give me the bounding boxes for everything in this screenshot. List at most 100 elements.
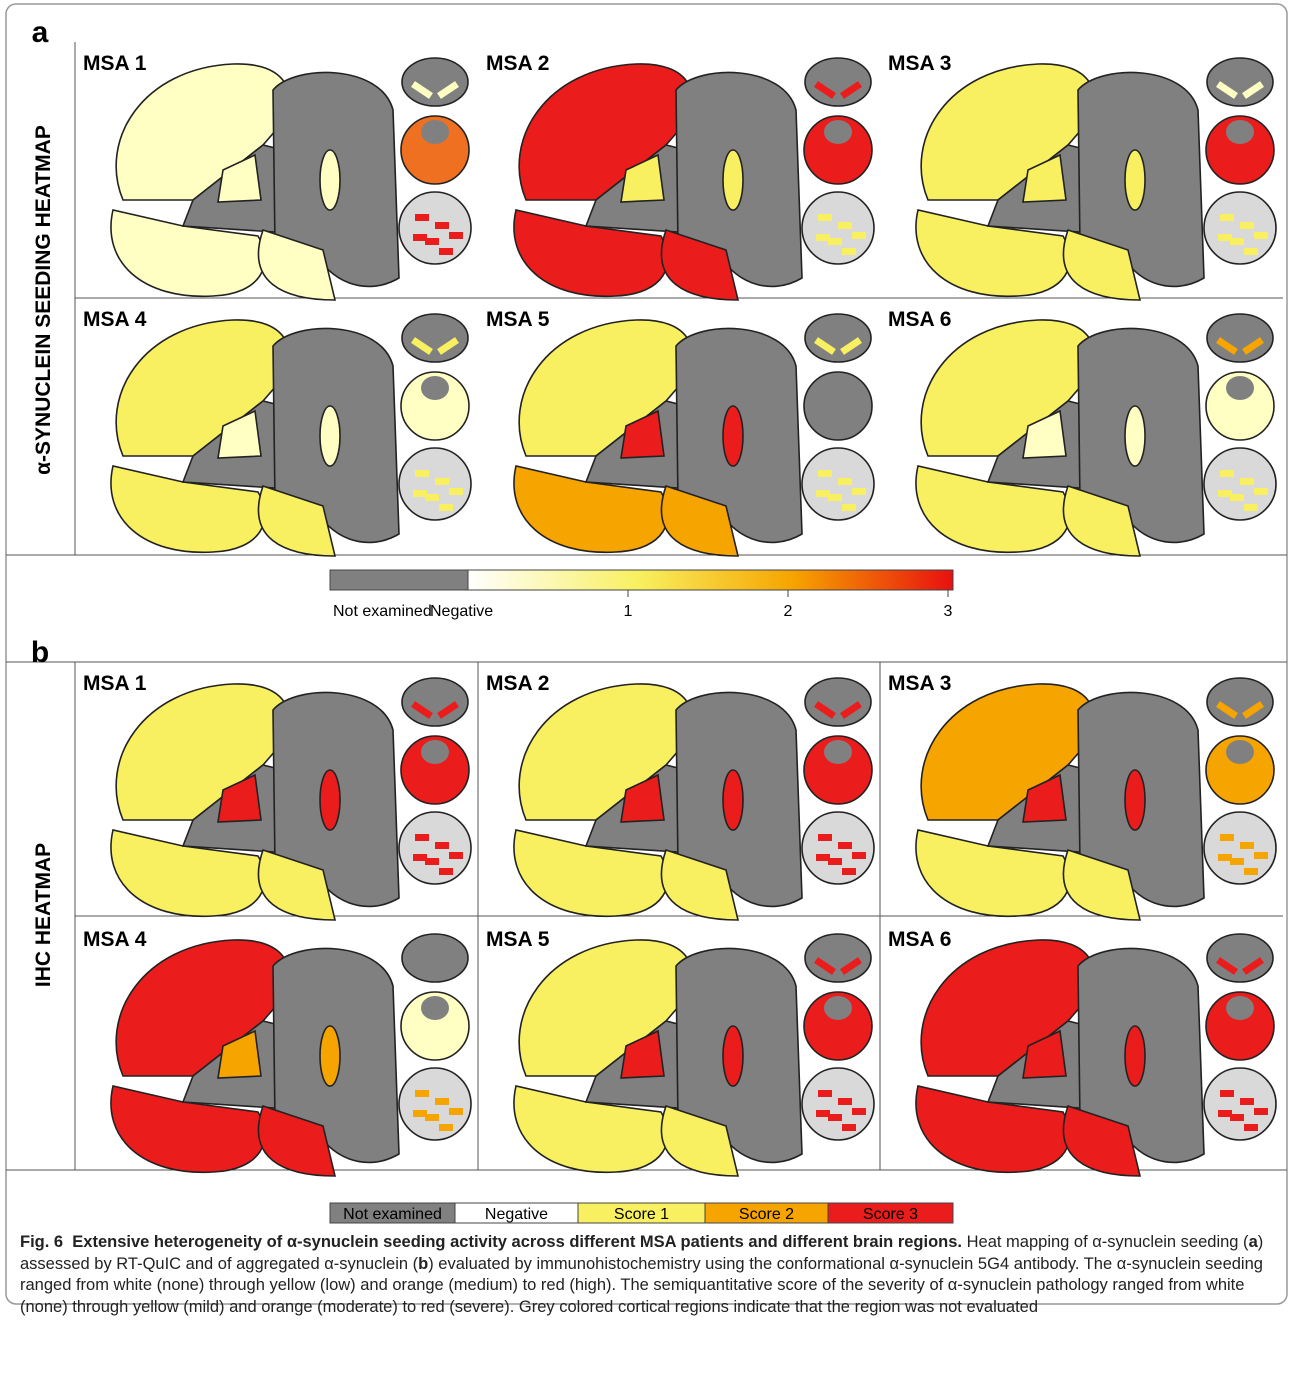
brain-region [1062, 848, 1142, 921]
panel-label: a [32, 16, 49, 49]
cerebellum-region [415, 214, 429, 221]
brain-region [1022, 153, 1067, 203]
cerebellum-region [1230, 858, 1244, 865]
cerebellum-region [1254, 852, 1268, 859]
colorbar-tick-label: 2 [784, 603, 793, 620]
panel-label: b [31, 636, 49, 669]
brainstem [804, 677, 872, 727]
cerebellum-region [425, 858, 439, 865]
colorbar-tick-label: 3 [944, 603, 953, 620]
pons [1205, 735, 1275, 805]
brain-region [1124, 769, 1146, 831]
cell-title: MSA 5 [486, 928, 550, 951]
cerebellum-region [1244, 1124, 1258, 1131]
colorbar-label: Negative [485, 1206, 548, 1223]
cerebellum-region [818, 214, 832, 221]
cell-title: MSA 4 [83, 308, 147, 331]
brain-sections [110, 57, 472, 301]
cerebellum-region [1220, 214, 1234, 221]
brainstem-band [814, 957, 862, 975]
colorbar-segment [827, 1202, 954, 1224]
cerebellum-region [838, 478, 852, 485]
colorbar-segment [329, 569, 469, 591]
brainstem [1206, 933, 1274, 983]
cerebellum-region [828, 1114, 842, 1121]
cerebellum-region [1218, 854, 1232, 861]
brain-sections [110, 313, 472, 557]
cerebellum-region [828, 494, 842, 501]
cerebellum-region [439, 868, 453, 875]
caption-text: Heat mapping of α-synuclein seeding ( [966, 1233, 1249, 1251]
cerebellum-region [828, 858, 842, 865]
brainstem [1206, 57, 1274, 107]
cerebellum-region [1220, 834, 1234, 841]
colorbar-tick-label: 1 [624, 603, 633, 620]
brainstem-band [411, 701, 459, 719]
brainstem [804, 933, 872, 983]
colorbar-label: Score 2 [739, 1206, 794, 1223]
brain-region [1124, 1025, 1146, 1087]
brainstem-band [411, 81, 459, 99]
pons-top [421, 996, 449, 1020]
cerebellum-region [439, 248, 453, 255]
cerebellum-region [1240, 842, 1254, 849]
cell-title: MSA 1 [83, 672, 147, 695]
cerebellum-region [425, 238, 439, 245]
caption-text: ) assessed by RT-QuIC and of aggregated … [20, 1233, 1264, 1273]
cell-title: MSA 2 [486, 52, 549, 75]
pons-top [824, 740, 852, 764]
colorbar-label: Score 3 [863, 1206, 918, 1223]
pons [400, 735, 470, 805]
pons [803, 115, 873, 185]
cerebellum-region [852, 852, 866, 859]
cerebellum-region [818, 834, 832, 841]
brain-region [620, 773, 665, 823]
colorbar-label: Score 1 [614, 1206, 669, 1223]
cerebellum-region [1218, 490, 1232, 497]
cell-title: MSA 6 [888, 928, 951, 951]
brain-region [722, 405, 744, 467]
brain-sections [915, 313, 1277, 557]
brain-sections [915, 677, 1277, 921]
panel-title: IHC HEATMAP [32, 843, 55, 987]
brain-region [1022, 1029, 1067, 1079]
cerebellum-region [1220, 1090, 1234, 1097]
brain-sections [513, 677, 875, 921]
pons [400, 991, 470, 1061]
pons-top [421, 740, 449, 764]
pons [400, 371, 470, 441]
cerebellum-region [449, 852, 463, 859]
cerebellum-region [425, 494, 439, 501]
caption: Fig. 6 Extensive heterogeneity of α-synu… [20, 1232, 1275, 1318]
brain-sections [915, 933, 1277, 1177]
cerebellum-region [1240, 1098, 1254, 1105]
brain-region [257, 848, 337, 921]
cerebellum-region [435, 478, 449, 485]
brain-region [1062, 1104, 1142, 1177]
cerebellum-region [449, 1108, 463, 1115]
brain-region [217, 773, 262, 823]
cerebellum-region [1230, 494, 1244, 501]
cerebellum-region [838, 1098, 852, 1105]
brainstem [401, 57, 469, 107]
brain-region [319, 769, 341, 831]
brain-sections [110, 677, 472, 921]
brain-region [1062, 484, 1142, 557]
colorbar-label: Not examined [333, 603, 432, 620]
pons-top [1226, 376, 1254, 400]
brain-region [722, 149, 744, 211]
caption-text: a [1248, 1233, 1258, 1251]
cerebellum-region [1244, 868, 1258, 875]
cerebellum-region [415, 834, 429, 841]
brain-region [319, 405, 341, 467]
brain-region [620, 1029, 665, 1079]
cell-title: MSA 3 [888, 52, 951, 75]
brainstem [1206, 313, 1274, 363]
cerebellum-region [838, 222, 852, 229]
cerebellum-region [816, 1110, 830, 1117]
cerebellum-region [838, 842, 852, 849]
cerebellum-region [842, 1124, 856, 1131]
brainstem-band [1216, 81, 1264, 99]
colorbar-label: Negative [430, 603, 493, 620]
pons-top [1226, 996, 1254, 1020]
